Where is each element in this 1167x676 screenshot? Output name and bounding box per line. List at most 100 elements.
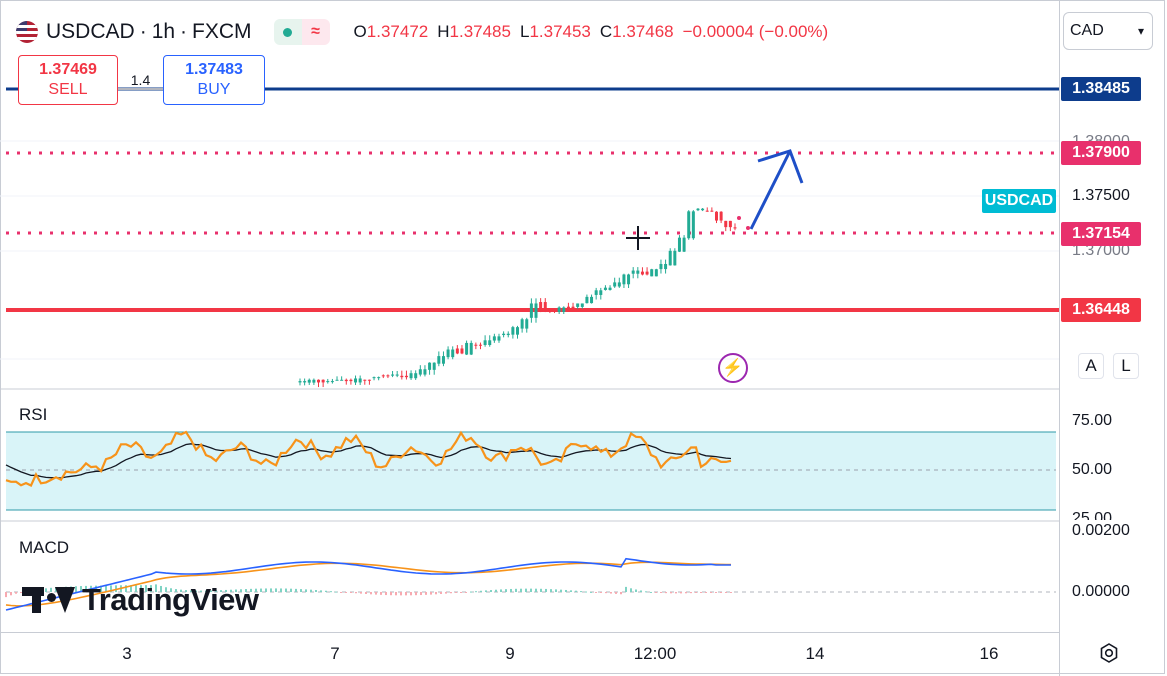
macd-histogram-bar (180, 589, 182, 592)
ohlc-values: O1.37472 H1.37485 L1.37453 C1.37468 −0.0… (354, 22, 829, 42)
macd-histogram-bar (525, 588, 527, 592)
macd-histogram (5, 584, 732, 598)
macd-histogram-bar (415, 592, 417, 596)
candle-up (441, 356, 445, 364)
candle-up (580, 303, 584, 307)
candle-up (312, 379, 316, 383)
market-open-dot-icon[interactable] (273, 19, 302, 45)
candle-up (488, 340, 492, 345)
rsi-pane-label[interactable]: RSI (19, 405, 48, 424)
macd-histogram-bar (665, 592, 667, 594)
lightning-icon[interactable]: ⚡ (718, 353, 748, 383)
candle-up (617, 282, 621, 287)
candle-up (506, 333, 510, 336)
macd-histogram-bar (590, 591, 592, 593)
projection-arrow-head[interactable] (757, 149, 804, 184)
candle-up (599, 290, 603, 295)
macd-histogram-bar (220, 590, 222, 592)
time-axis[interactable] (0, 632, 1059, 674)
candle-down (566, 306, 570, 309)
candle-down (710, 210, 714, 212)
tradingview-logo[interactable]: TradingView (22, 582, 259, 618)
buy-button[interactable]: 1.37483 BUY (163, 55, 265, 105)
macd-histogram-bar (380, 592, 382, 595)
macd-tick: 0.00000 (1072, 583, 1130, 600)
settings-gear-icon[interactable] (1097, 641, 1121, 665)
candle-up (603, 287, 607, 290)
macd-histogram-bar (15, 592, 17, 594)
chart-svg[interactable] (0, 0, 1060, 632)
price-tag-level-lower[interactable]: 1.37154 (1061, 222, 1141, 246)
macd-histogram-bar (160, 585, 162, 592)
macd-histogram-bar (540, 588, 542, 592)
candle-up (636, 270, 640, 274)
open-value: 1.37472 (366, 22, 429, 41)
macd-histogram-bar (345, 592, 347, 593)
market-status-pill[interactable]: ≈ (273, 19, 330, 45)
macd-histogram-bar (205, 590, 207, 592)
macd-histogram-bar (305, 589, 307, 592)
candle-up (682, 237, 686, 252)
symbol-name[interactable]: USDCAD (46, 20, 135, 43)
macd-histogram-bar (695, 592, 697, 593)
macd-histogram-bar (45, 588, 47, 592)
macd-pane-label[interactable]: MACD (19, 538, 70, 557)
macd-histogram-bar (620, 592, 622, 595)
candle-up (594, 290, 598, 295)
macd-histogram-bar (635, 589, 637, 592)
candle-up (691, 211, 695, 239)
log-scale-button[interactable]: L (1113, 353, 1139, 379)
chart-plot-area[interactable] (0, 0, 1060, 632)
candle-up (446, 349, 450, 358)
legend-separator: · (139, 20, 147, 43)
candle-up (497, 336, 501, 341)
macd-signal-line (5, 561, 732, 607)
candle-down (724, 220, 728, 228)
us-flag-icon (16, 21, 38, 43)
candle-up (303, 381, 307, 383)
candle-down (728, 220, 732, 228)
price-tag-support[interactable]: 1.36448 (1061, 298, 1141, 322)
candle-up (335, 379, 339, 381)
macd-histogram-bar (570, 590, 572, 592)
macd-tick: 0.00200 (1072, 522, 1130, 539)
wave-icon[interactable]: ≈ (301, 19, 330, 45)
macd-histogram-bar (165, 587, 167, 592)
price-tag-level-upper[interactable]: 1.37900 (1061, 141, 1141, 165)
candle-up (409, 373, 413, 379)
macd-histogram-bar (410, 592, 412, 596)
macd-histogram-bar (255, 588, 257, 592)
interval-label[interactable]: 1h (151, 20, 176, 43)
projection-arrow-line[interactable] (749, 150, 792, 230)
sell-button[interactable]: 1.37469 SELL (18, 55, 118, 105)
candle-up (608, 287, 612, 290)
macd-histogram-bar (625, 586, 627, 592)
macd-histogram-bar (125, 585, 127, 592)
candle-up (372, 377, 376, 379)
macd-histogram-bar (375, 592, 377, 595)
macd-histogram-bar (100, 585, 102, 592)
macd-histogram-bar (535, 588, 537, 592)
macd-histogram-bar (650, 591, 652, 593)
low-label: L (519, 22, 530, 41)
candle-up (511, 327, 515, 335)
macd-histogram-bar (480, 590, 482, 592)
auto-scale-button[interactable]: A (1078, 353, 1104, 379)
candle-down (363, 379, 367, 381)
candle-down (553, 308, 557, 312)
macd-histogram-bar (325, 590, 327, 592)
macd-histogram-bar (20, 592, 22, 593)
price-tag-resistance[interactable]: 1.38485 (1061, 77, 1141, 101)
price-axis[interactable] (1059, 0, 1165, 676)
macd-histogram-bar (85, 585, 87, 592)
candle-up (354, 378, 358, 383)
candle-up (529, 303, 533, 318)
candle-up (340, 379, 344, 381)
macd-histogram-bar (470, 591, 472, 593)
candlestick-series[interactable] (298, 207, 737, 388)
exchange-label[interactable]: FXCM (192, 20, 252, 43)
currency-select[interactable]: CAD ▾ (1063, 12, 1153, 50)
macd-histogram-bar (175, 589, 177, 592)
time-label: 16 (979, 644, 999, 663)
